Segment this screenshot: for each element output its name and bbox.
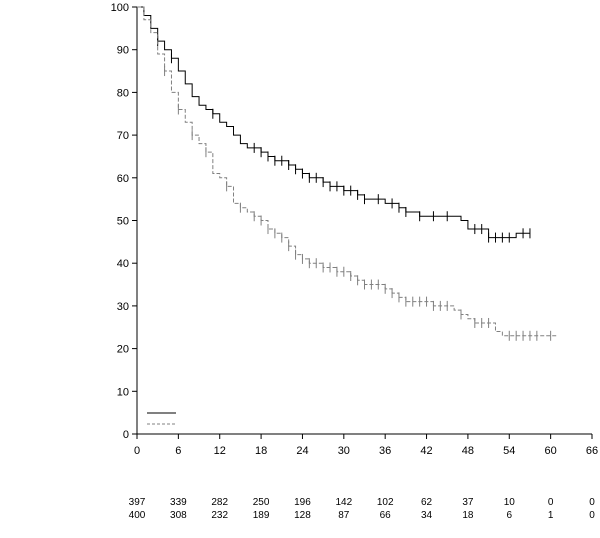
risk-table-cell: 128 bbox=[294, 510, 311, 521]
x-tick-label: 6 bbox=[175, 445, 181, 457]
y-tick-label: 20 bbox=[117, 344, 129, 356]
x-tick-label: 18 bbox=[255, 445, 267, 457]
risk-table-cell: 1 bbox=[548, 510, 554, 521]
x-tick-label: 12 bbox=[214, 445, 226, 457]
risk-table-cell: 0 bbox=[548, 497, 554, 508]
risk-table-cell: 10 bbox=[504, 497, 516, 508]
y-axis-ticks: 0 10 20 30 40 50 60 70 80 90 100 bbox=[111, 2, 137, 441]
risk-table-cell: 102 bbox=[377, 497, 394, 508]
risk-table-cell: 282 bbox=[211, 497, 228, 508]
risk-table-cell: 34 bbox=[421, 510, 433, 521]
x-tick-label: 48 bbox=[462, 445, 474, 457]
risk-table-cell: 189 bbox=[253, 510, 270, 521]
y-tick-label: 40 bbox=[117, 258, 129, 270]
y-tick-label: 100 bbox=[111, 2, 129, 14]
x-tick-label: 54 bbox=[503, 445, 515, 457]
legend bbox=[147, 412, 176, 425]
series-line-solid bbox=[137, 6, 530, 239]
x-tick-label: 0 bbox=[134, 445, 140, 457]
risk-table-cell: 0 bbox=[589, 510, 595, 521]
x-tick-label: 30 bbox=[338, 445, 350, 457]
y-tick-label: 90 bbox=[117, 45, 129, 57]
x-tick-label: 60 bbox=[545, 445, 557, 457]
x-tick-label: 42 bbox=[420, 445, 432, 457]
risk-table-cell: 62 bbox=[421, 497, 433, 508]
risk-table-cell: 400 bbox=[129, 510, 146, 521]
x-tick-label: 36 bbox=[379, 445, 391, 457]
risk-table-cell: 397 bbox=[129, 497, 146, 508]
risk-table-cell: 18 bbox=[462, 510, 474, 521]
y-tick-label: 0 bbox=[123, 429, 129, 441]
risk-table-cell: 196 bbox=[294, 497, 311, 508]
risk-table-cell: 0 bbox=[589, 497, 595, 508]
risk-table-cell: 250 bbox=[253, 497, 270, 508]
risk-table-cell: 37 bbox=[462, 497, 474, 508]
plot-area bbox=[136, 7, 592, 435]
risk-table-cell: 339 bbox=[170, 497, 187, 508]
y-tick-label: 10 bbox=[117, 386, 129, 398]
risk-table-cell: 87 bbox=[338, 510, 350, 521]
x-axis-ticks: 0 6 12 18 24 30 36 42 48 54 60 66 bbox=[134, 434, 598, 457]
risk-table-cell: 142 bbox=[335, 497, 352, 508]
series-layer bbox=[137, 6, 558, 341]
y-tick-label: 80 bbox=[117, 87, 129, 99]
risk-table-cell: 6 bbox=[506, 510, 512, 521]
y-tick-label: 70 bbox=[117, 130, 129, 142]
y-tick-label: 60 bbox=[117, 173, 129, 185]
x-tick-label: 66 bbox=[586, 445, 598, 457]
risk-table-cell: 308 bbox=[170, 510, 187, 521]
y-tick-label: 50 bbox=[117, 216, 129, 228]
risk-table-cell: 66 bbox=[380, 510, 392, 521]
y-tick-label: 30 bbox=[117, 301, 129, 313]
risk-table-cell: 232 bbox=[211, 510, 228, 521]
series-line-dashed bbox=[137, 6, 558, 337]
x-tick-label: 24 bbox=[296, 445, 308, 457]
